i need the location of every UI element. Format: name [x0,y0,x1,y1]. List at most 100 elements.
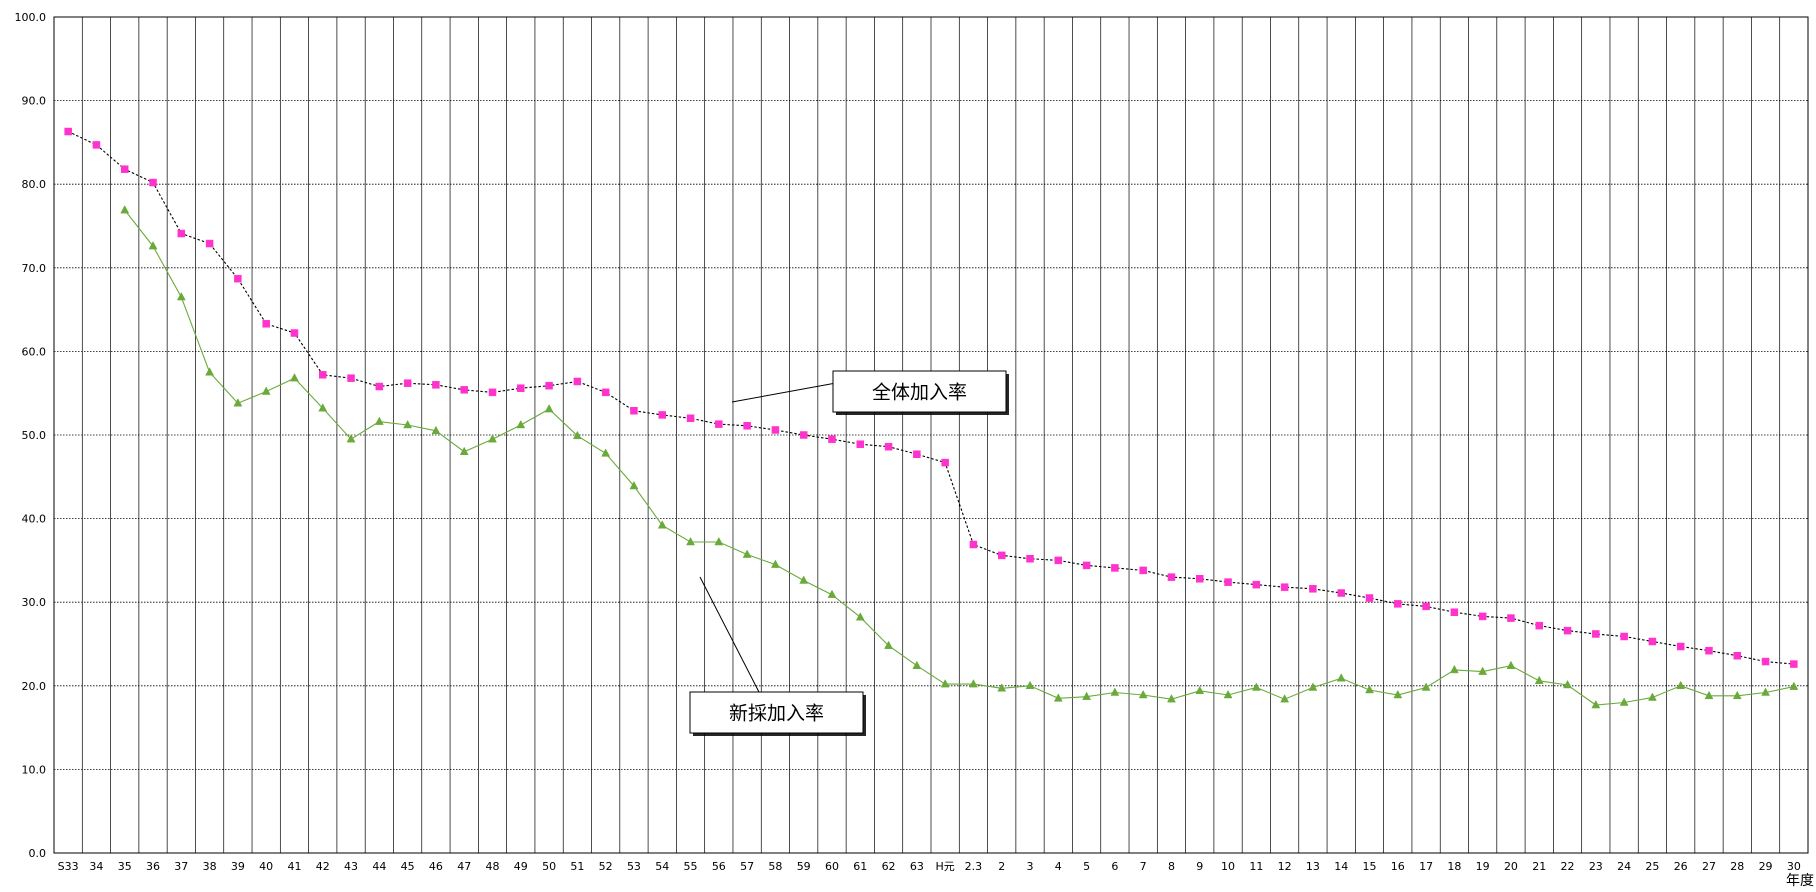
data-point [1393,689,1403,699]
data-point [1223,689,1233,699]
y-tick-label: 50.0 [22,429,47,442]
data-point [1111,564,1119,572]
callout-label: 全体加入率 [872,382,967,404]
data-point [545,381,553,390]
data-point [234,274,242,283]
series-1 [64,127,1798,668]
x-tick-label: 48 [486,860,500,873]
callout-leader-line [699,576,761,695]
x-tick-label: 18 [1447,860,1461,873]
x-tick-label: 35 [118,860,132,873]
data-point [1422,602,1430,611]
x-tick-label: 41 [287,860,301,873]
data-point [290,373,299,382]
x-tick-label: 11 [1249,860,1263,873]
y-tick-label: 70.0 [22,262,47,275]
data-point [1592,630,1600,638]
y-tick-label: 10.0 [22,763,47,776]
data-point [969,679,978,688]
data-point [827,589,837,598]
x-tick-label: 19 [1476,860,1490,873]
data-point [1224,578,1232,586]
data-point [1534,675,1544,685]
y-tick-label: 80.0 [22,178,47,191]
data-point [149,178,157,187]
data-point [1139,566,1147,575]
x-tick-label: 53 [627,860,641,873]
data-point [884,640,893,649]
series-line [67,131,1794,665]
x-tick-label: 28 [1730,860,1744,873]
x-tick-label: H元 [936,860,955,873]
x-tick-label: 21 [1532,860,1546,873]
data-point [1280,694,1290,703]
data-point [1337,589,1345,597]
x-tick-label: 42 [316,860,330,873]
data-point [375,382,384,391]
x-tick-label: 43 [344,860,358,873]
x-tick-label: 61 [853,860,867,873]
data-point [1789,681,1799,690]
x-tick-label: 4 [1055,860,1062,873]
data-point [1336,673,1346,682]
x-tick-label: 56 [712,860,726,873]
x-tick-label: 20 [1504,860,1518,873]
x-tick-label: 37 [174,860,188,873]
data-point [770,559,780,568]
x-tick-label: 2.3 [965,860,983,873]
x-tick-label: 57 [740,860,754,873]
data-point [715,420,723,428]
data-point [544,404,554,413]
x-tick-label: 2 [998,860,1005,873]
data-point [1733,651,1742,660]
x-tick-label: 23 [1589,860,1603,873]
data-point [1025,680,1035,690]
data-point [941,458,949,467]
data-point [318,403,328,412]
data-point [601,448,611,457]
x-tick-label: 26 [1674,860,1688,873]
data-point [940,679,950,688]
data-point [855,612,865,621]
series-line [124,209,1795,706]
data-point [120,205,130,214]
x-tick-label: 36 [146,860,160,873]
data-point [686,536,695,546]
x-tick-label: 10 [1221,860,1235,873]
data-point [1138,689,1148,699]
data-point [1252,580,1261,589]
x-tick-label: 6 [1111,860,1118,873]
data-point [1761,687,1770,696]
data-point [1704,690,1714,700]
x-tick-label: 12 [1278,860,1292,873]
y-tick-label: 20.0 [22,680,47,693]
x-tick-label: 55 [684,860,698,873]
data-point [1563,626,1572,635]
x-tick-label: 52 [599,860,613,873]
data-point [1196,575,1204,583]
data-point [629,480,639,490]
callout-label: 新採加入率 [729,703,824,725]
data-point [432,381,440,389]
data-point [1619,697,1629,706]
data-point [1195,685,1205,695]
x-tick-label: 54 [655,860,669,873]
data-point [148,241,158,250]
data-point [347,374,355,382]
data-point [1280,583,1289,591]
data-point [1308,682,1318,691]
data-point [488,388,497,397]
data-point [573,377,582,386]
data-point [64,127,72,136]
plot-frame [53,16,1809,854]
data-point [572,430,582,440]
data-point [1082,561,1091,570]
data-point [233,398,243,407]
x-tick-label: 40 [259,860,273,873]
x-tick-label: 46 [429,860,443,873]
data-point [1449,664,1459,674]
data-point [262,320,270,328]
x-tick-label: 34 [89,860,103,873]
data-point [1167,694,1176,703]
data-point [431,425,441,435]
